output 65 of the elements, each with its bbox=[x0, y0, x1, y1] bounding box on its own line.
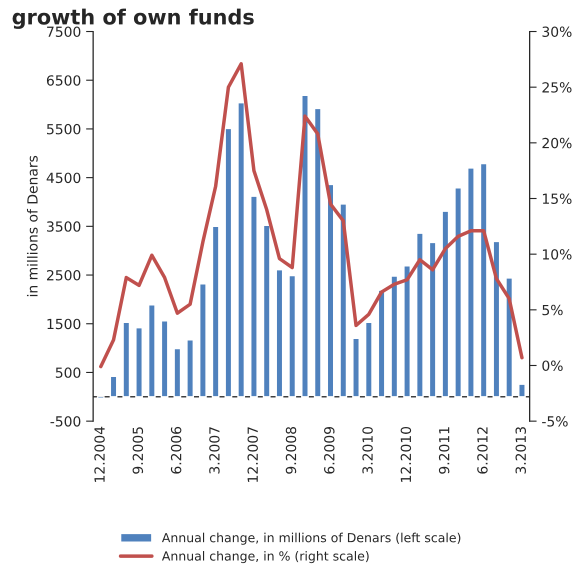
bar bbox=[467, 167, 475, 398]
y2-tick-label: 0% bbox=[542, 360, 563, 371]
bar bbox=[416, 232, 424, 398]
bar bbox=[441, 210, 450, 398]
y-axis-title: in millions of Denars bbox=[26, 156, 38, 296]
bar bbox=[301, 94, 309, 398]
bar bbox=[454, 187, 462, 398]
bar bbox=[492, 240, 500, 398]
y-tick-label: 3500 bbox=[47, 221, 80, 232]
bar bbox=[364, 322, 373, 398]
y2-tick-label: 25% bbox=[542, 82, 572, 93]
bar bbox=[262, 224, 271, 398]
bar bbox=[428, 242, 437, 398]
y-tick-label: 4500 bbox=[46, 172, 80, 184]
x-tick-label: 6.2009 bbox=[324, 426, 335, 474]
bar bbox=[288, 274, 296, 398]
legend-label: Annual change, in millions of Denars (left scale) bbox=[162, 532, 460, 545]
y-tick-label: 6500 bbox=[46, 75, 80, 86]
bar bbox=[352, 338, 360, 398]
bar bbox=[518, 383, 526, 398]
bar bbox=[314, 108, 322, 398]
chart-title: growth of own funds bbox=[12, 8, 254, 29]
y2-tick-label: 15% bbox=[542, 193, 572, 204]
y2-tick-label: 30% bbox=[542, 26, 572, 37]
bar bbox=[135, 326, 143, 398]
y2-tick-label: 5% bbox=[542, 304, 563, 316]
y-tick-label: 1500 bbox=[47, 318, 80, 330]
x-tick-label: 3.2010 bbox=[362, 426, 373, 474]
x-tick-label: 3.2007 bbox=[209, 427, 220, 474]
y-tick-label: -500 bbox=[50, 416, 80, 427]
bar bbox=[198, 283, 207, 398]
bar bbox=[250, 195, 258, 398]
x-tick-label: 6.2006 bbox=[170, 426, 182, 474]
x-tick-label: 9.2005 bbox=[132, 427, 144, 474]
y2-tick-label: 10% bbox=[542, 249, 572, 260]
bar bbox=[276, 268, 284, 398]
bar bbox=[160, 320, 168, 398]
x-tick-label: 6.2012 bbox=[477, 427, 488, 474]
x-tick-label: 9.2008 bbox=[286, 426, 296, 474]
y2-tick-label: -5% bbox=[542, 416, 568, 427]
bar bbox=[237, 102, 246, 398]
bar bbox=[173, 348, 182, 398]
y-tick-label: 500 bbox=[56, 367, 80, 378]
x-tick-label: 12.2007 bbox=[247, 427, 258, 482]
bar bbox=[326, 184, 334, 398]
x-tick-label: 3.2013 bbox=[515, 427, 526, 474]
bar bbox=[122, 322, 130, 398]
bar bbox=[480, 162, 488, 398]
line-series bbox=[99, 62, 524, 368]
bar bbox=[390, 275, 398, 398]
y-tick-label: 2500 bbox=[46, 270, 80, 281]
x-tick-label: 12.2010 bbox=[400, 426, 412, 482]
bar bbox=[186, 339, 194, 398]
bar bbox=[403, 265, 411, 398]
y-tick-label: 5500 bbox=[47, 124, 80, 134]
bar bbox=[378, 289, 386, 398]
y2-tick-label: 20% bbox=[542, 138, 572, 148]
x-tick-label: 9.2011 bbox=[438, 427, 450, 474]
legend-label: Annual change, in % (right scale) bbox=[162, 551, 369, 564]
x-tick-label: 12.2004 bbox=[94, 426, 105, 482]
bar bbox=[212, 226, 220, 398]
bar bbox=[224, 128, 232, 398]
y-tick-label: 7500 bbox=[47, 26, 80, 37]
bar bbox=[148, 304, 156, 398]
bar bbox=[110, 376, 118, 398]
